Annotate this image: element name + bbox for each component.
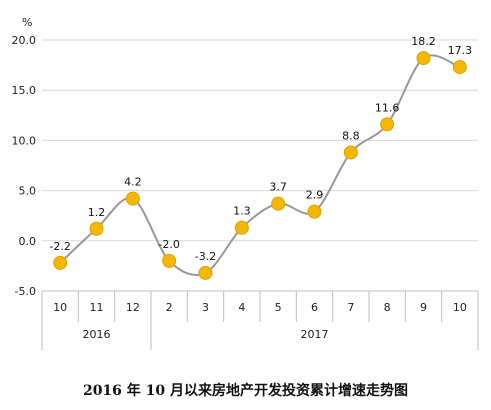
data-point xyxy=(343,145,358,160)
y-tick-label: -5.0 xyxy=(15,285,36,298)
data-label: 1.2 xyxy=(88,206,106,219)
x-tick-label: 12 xyxy=(126,301,140,314)
data-label: 3.7 xyxy=(269,181,287,194)
line-chart: % 20.015.010.05.00.0-5.0 10 11 12 2 3 4 5 6 7 8 9 1… xyxy=(12,16,479,350)
data-point xyxy=(162,253,177,268)
x-tick-label: 10 xyxy=(53,301,67,314)
data-label: 4.2 xyxy=(124,176,142,189)
x-tick-label: 10 xyxy=(453,301,467,314)
x-tick-label: 8 xyxy=(384,301,391,314)
x-year-label: 2016 xyxy=(83,328,111,341)
data-label: -2.2 xyxy=(49,240,70,253)
series-line xyxy=(59,54,461,276)
x-tick-label: 2 xyxy=(166,301,173,314)
data-label: 11.6 xyxy=(375,101,400,114)
x-tick-label: 6 xyxy=(311,301,318,314)
data-point xyxy=(271,196,286,211)
data-point xyxy=(125,191,140,206)
x-year-label: 2017 xyxy=(301,328,329,341)
data-label: 17.3 xyxy=(448,44,473,57)
x-tick-label: 3 xyxy=(202,301,209,314)
y-tick-label: 10.0 xyxy=(12,134,37,147)
x-tick-label: 7 xyxy=(347,301,354,314)
y-tick-label: 0.0 xyxy=(19,235,37,248)
data-point xyxy=(89,221,104,236)
data-label: 1.3 xyxy=(233,205,251,218)
data-point xyxy=(416,51,431,66)
data-point xyxy=(198,265,213,280)
y-axis-unit: % xyxy=(22,16,32,29)
data-point xyxy=(53,255,68,270)
y-axis: % 20.0 15.0 10.0 5.0 0.0 -5.0 xyxy=(12,16,37,298)
x-tick-label: 11 xyxy=(90,301,104,314)
x-axis: 10 11 12 2 3 4 5 6 7 8 9 10 2016 2017 xyxy=(41,290,479,350)
data-label: -3.2 xyxy=(195,250,216,263)
data-point xyxy=(452,60,467,75)
data-label: 18.2 xyxy=(411,35,436,48)
chart-caption: 2016 年 10 月以来房地产开发投资累计增速走势图 xyxy=(82,383,409,399)
x-tick-label: 5 xyxy=(275,301,282,314)
y-tick-label: 20.0 xyxy=(12,34,37,47)
x-tick-label: 4 xyxy=(238,301,245,314)
data-point xyxy=(380,117,395,132)
data-label: 8.8 xyxy=(342,129,360,142)
series-path xyxy=(59,54,461,276)
data-point xyxy=(234,220,249,235)
data-point xyxy=(307,204,322,219)
data-points xyxy=(53,51,467,280)
y-tick-label: 5.0 xyxy=(19,185,37,198)
x-tick-label: 9 xyxy=(420,301,427,314)
data-labels: -2.2 1.2 4.2 -2.0 -3.2 1.3 3.7 2.9 8.8 11.6 18.2 17… xyxy=(49,35,472,263)
data-label: -2.0 xyxy=(158,238,179,251)
gridlines xyxy=(42,39,478,292)
y-tick-label: 15.0 xyxy=(12,84,37,97)
data-label: 2.9 xyxy=(306,189,324,202)
